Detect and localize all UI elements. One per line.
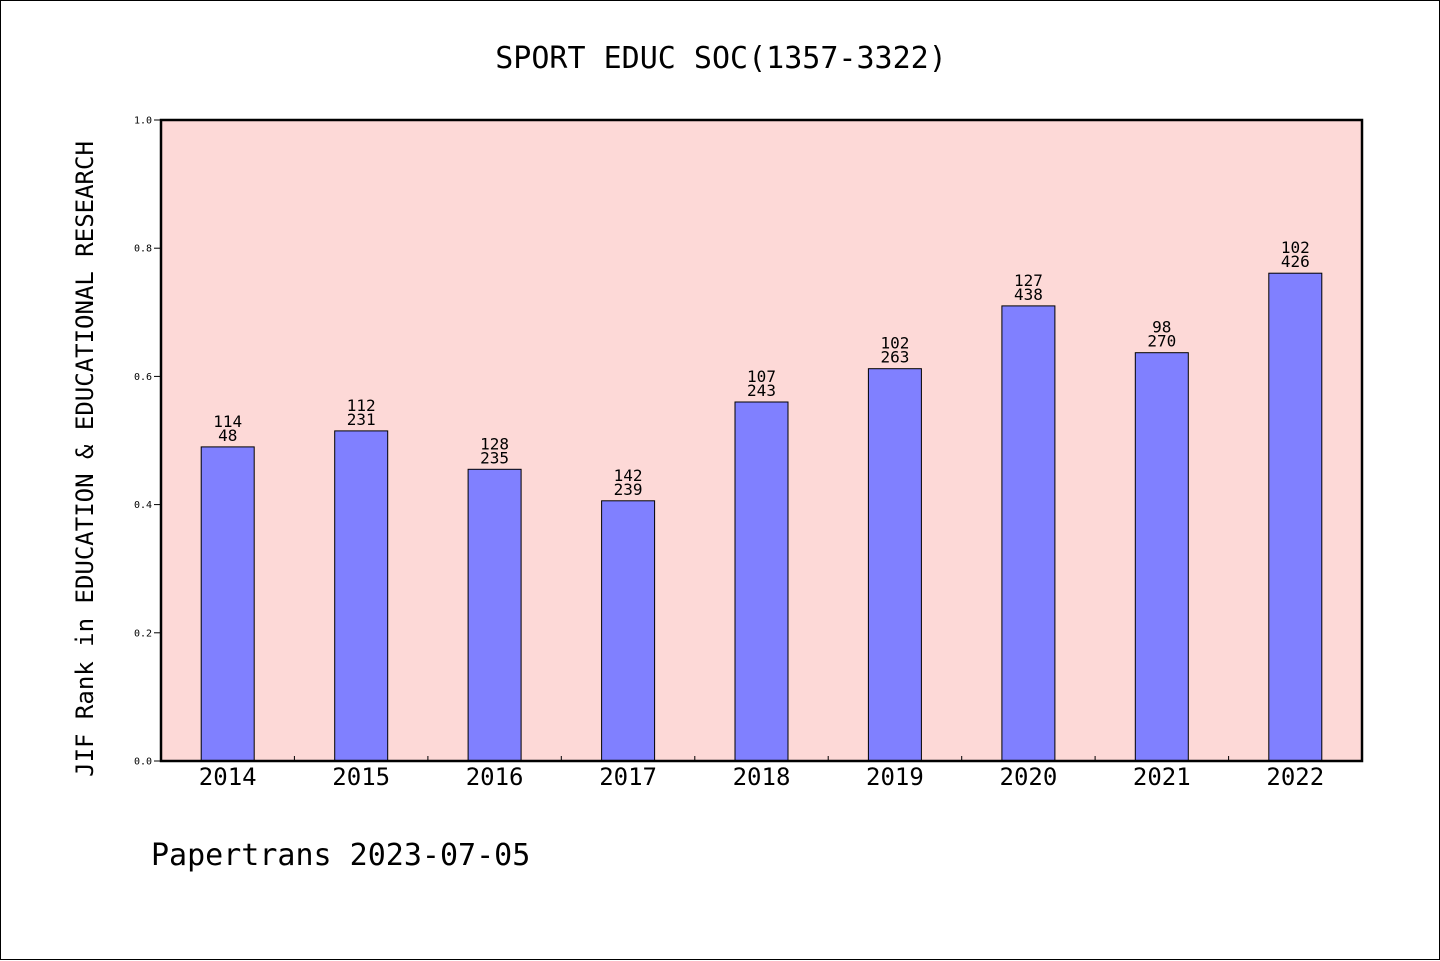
bars-group bbox=[200, 272, 1323, 762]
bar-total-label-2014: 48 bbox=[218, 426, 237, 445]
bar-rank-label-2019: 102 bbox=[880, 334, 909, 353]
y-axis: 0.0 0.2 0.4 0.6 0.8 1.0 bbox=[134, 116, 161, 768]
x-tick-label-2017: 2017 bbox=[599, 763, 657, 791]
bar-2015 bbox=[334, 430, 389, 762]
bar-total-label-2021: 270 bbox=[1147, 332, 1176, 351]
y-axis-label: JIF Rank in EDUCATION & EDUCATIONAL RESE… bbox=[71, 141, 99, 777]
bar-rank-label-2021: 98 bbox=[1152, 318, 1171, 337]
bar-total-label-2018: 243 bbox=[747, 381, 776, 400]
x-tick-label-2014: 2014 bbox=[199, 763, 257, 791]
bar-total-label-2017: 239 bbox=[614, 480, 643, 499]
bar-total-label-2016: 235 bbox=[480, 448, 509, 467]
x-tick-label-2021: 2021 bbox=[1133, 763, 1191, 791]
bar-2020 bbox=[1001, 305, 1056, 762]
y-tick-label: 0.8 bbox=[134, 244, 152, 255]
y-tick-label: 0.2 bbox=[134, 628, 152, 639]
y-tick-label: 0.4 bbox=[134, 500, 152, 511]
y-tick-label: 0.0 bbox=[134, 757, 152, 768]
x-tick-label-2015: 2015 bbox=[332, 763, 390, 791]
bar-rank-label-2017: 142 bbox=[614, 466, 643, 485]
x-tick-label-2022: 2022 bbox=[1266, 763, 1324, 791]
plot-border bbox=[159, 118, 1364, 763]
bar-2022 bbox=[1268, 272, 1323, 762]
bar-2021 bbox=[1134, 352, 1189, 762]
bar-total-label-2015: 231 bbox=[347, 410, 376, 429]
y-tick-label: 0.6 bbox=[134, 372, 152, 383]
bar-rank-label-2016: 128 bbox=[480, 434, 509, 453]
y-tick-label: 1.0 bbox=[134, 116, 152, 127]
bar-2018 bbox=[734, 401, 789, 762]
x-tick-label-2016: 2016 bbox=[466, 763, 524, 791]
footer-text: Papertrans 2023-07-05 bbox=[151, 838, 530, 873]
bar-rank-label-2022: 102 bbox=[1281, 238, 1310, 257]
x-tick-label-2019: 2019 bbox=[866, 763, 924, 791]
bar-2016 bbox=[467, 468, 522, 762]
bar-2014 bbox=[200, 446, 255, 762]
data-labels-group: 1144811223112823514223910724310226312743… bbox=[213, 238, 1310, 499]
bar-rank-label-2015: 112 bbox=[347, 396, 376, 415]
bar-2017 bbox=[601, 500, 656, 762]
bar-rank-label-2020: 127 bbox=[1014, 271, 1043, 290]
x-tick-label-2020: 2020 bbox=[1000, 763, 1058, 791]
bar-rank-label-2014: 114 bbox=[213, 412, 242, 431]
bar-2019 bbox=[867, 368, 922, 762]
bar-total-label-2022: 426 bbox=[1281, 252, 1310, 271]
x-tick-label-2018: 2018 bbox=[733, 763, 791, 791]
bar-total-label-2019: 263 bbox=[880, 348, 909, 367]
bar-total-label-2020: 438 bbox=[1014, 285, 1043, 304]
bar-rank-label-2018: 107 bbox=[747, 367, 776, 386]
chart-title: SPORT EDUC SOC(1357-3322) bbox=[495, 41, 947, 76]
x-axis: 2014 2015 2016 2017 2018 2019 2020 2021 2022 bbox=[199, 756, 1324, 791]
